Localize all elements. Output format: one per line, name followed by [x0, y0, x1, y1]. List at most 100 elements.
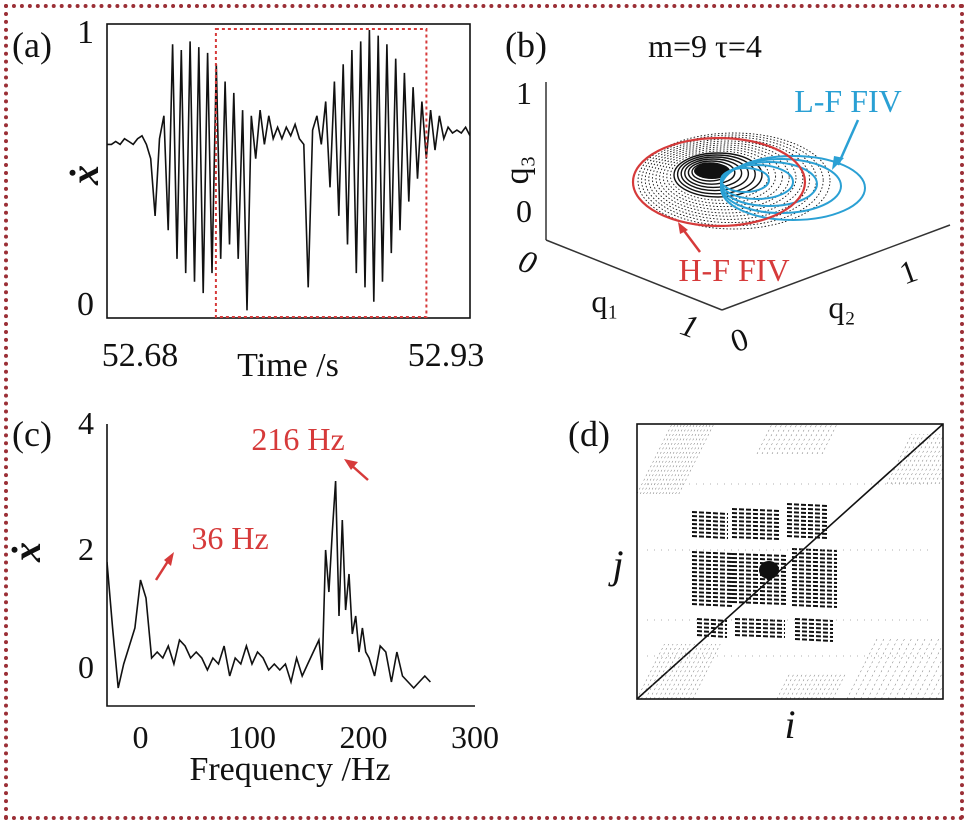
q3-tick-0: 0 [516, 193, 532, 229]
recurrence-texture [776, 673, 790, 699]
recurrence-texture [806, 424, 823, 455]
recurrence-texture [658, 643, 687, 699]
recurrence-texture [791, 424, 808, 455]
recurrence-texture [645, 643, 674, 699]
recurrence-texture [662, 424, 698, 495]
panel-c-xlabel: Frequency /Hz [189, 751, 390, 788]
recurrence-texture [821, 424, 838, 455]
recurrence-block [696, 630, 728, 634]
recurrence-block [791, 604, 838, 608]
annotation-216hz: 216 Hz [251, 421, 344, 457]
panel-b-label: (b) [505, 25, 547, 65]
recurrence-texture [811, 424, 828, 455]
recurrence-block [691, 531, 729, 535]
recurrence-block [786, 515, 828, 519]
recurrence-block [791, 548, 838, 552]
recurrence-texture [678, 424, 715, 495]
panel-c-xtick: 200 [340, 719, 388, 755]
recurrence-texture [846, 638, 878, 699]
panel-b-title: m=9 τ=4 [648, 28, 762, 64]
recurrence-texture [915, 643, 943, 699]
panel-a-axes [106, 23, 471, 319]
panel-a-ytick-0: 0 [77, 286, 94, 323]
recurrence-block [691, 559, 733, 563]
recurrence-block [734, 622, 786, 626]
recurrence-block [691, 591, 733, 595]
recurrence-block [731, 520, 781, 524]
recurrence-block [786, 519, 828, 523]
recurrence-texture [786, 424, 803, 455]
recurrence-block [691, 567, 733, 571]
phase-trajectory-black [659, 144, 790, 211]
recurrence-block [691, 595, 733, 599]
recurrence-texture [761, 424, 778, 455]
recurrence-texture [789, 673, 803, 699]
recurrence-texture [802, 673, 816, 699]
recurrence-texture [649, 643, 678, 699]
recurrence-block [731, 585, 788, 589]
phase-trajectory-core [694, 163, 730, 179]
panel-c-axes [106, 424, 475, 707]
recurrence-texture [652, 424, 689, 495]
phase-trajectory-black [684, 158, 743, 189]
recurrence-diagonal [637, 424, 943, 699]
phase-trajectory-black [666, 148, 777, 204]
panel-c-ytick-2: 2 [78, 531, 94, 567]
recurrence-block [794, 622, 834, 626]
phase-trajectory-black [655, 142, 797, 214]
recurrence-block [791, 596, 838, 600]
recurrence-texture [649, 424, 686, 495]
phase-trajectory-black [651, 140, 804, 217]
panel-c-xtick: 0 [133, 719, 149, 755]
q2-axis-label: q₂ [828, 289, 855, 325]
recurrence-block [691, 535, 729, 539]
recurrence-texture [776, 424, 793, 455]
recurrence-block [731, 577, 788, 581]
recurrence-texture [853, 638, 885, 699]
recurrence-block [791, 572, 838, 576]
panel-c-label: (c) [12, 414, 52, 454]
phase-trajectory-black [673, 152, 763, 198]
recurrence-block [731, 553, 788, 557]
recurrence-texture [901, 638, 933, 699]
hf-fiv-label: H-F FIV [678, 252, 789, 288]
recurrence-block [731, 508, 781, 512]
lf-fiv-label: L-F FIV [794, 83, 902, 119]
phase-trajectory-black [669, 150, 770, 201]
phase-trajectory-black [676, 154, 756, 195]
recurrence-texture [781, 424, 798, 455]
recurrence-texture [823, 673, 837, 699]
phase-trajectory-black [687, 160, 736, 185]
panel-d-xlabel: i [784, 702, 795, 747]
phase-trajectory-black [662, 146, 783, 208]
recurrence-block [691, 603, 733, 607]
recurrence-block [731, 557, 788, 561]
recurrence-block [794, 638, 834, 642]
recurrence-block [691, 575, 733, 579]
recurrence-texture [679, 643, 708, 699]
recurrence-texture [918, 435, 943, 485]
recurrence-texture [781, 673, 795, 699]
recurrence-block [734, 634, 786, 638]
hf-fiv-arrow [681, 227, 701, 253]
recurrence-texture [662, 643, 691, 699]
panel-a-xtick-end: 52.93 [408, 337, 485, 374]
recurrence-texture [756, 424, 773, 455]
phase-trajectory-black [680, 156, 750, 192]
annotation-36hz-arrowhead [164, 552, 174, 566]
annotation-36hz: 36 Hz [191, 520, 268, 556]
recurrence-block [786, 507, 828, 511]
lf-fiv-arrowhead [832, 156, 844, 170]
recurrence-block [691, 563, 733, 567]
recurrence-texture [867, 638, 898, 699]
hf-fiv-arrowhead [678, 222, 688, 234]
recurrence-block [791, 592, 838, 596]
recurrence-texture [668, 424, 705, 495]
recurrence-texture [898, 433, 925, 485]
figure-frame [4, 4, 964, 820]
recurrence-block [791, 556, 838, 560]
recurrence-block [696, 622, 728, 626]
recurrence-block [731, 532, 781, 536]
recurrence-block [691, 583, 733, 587]
